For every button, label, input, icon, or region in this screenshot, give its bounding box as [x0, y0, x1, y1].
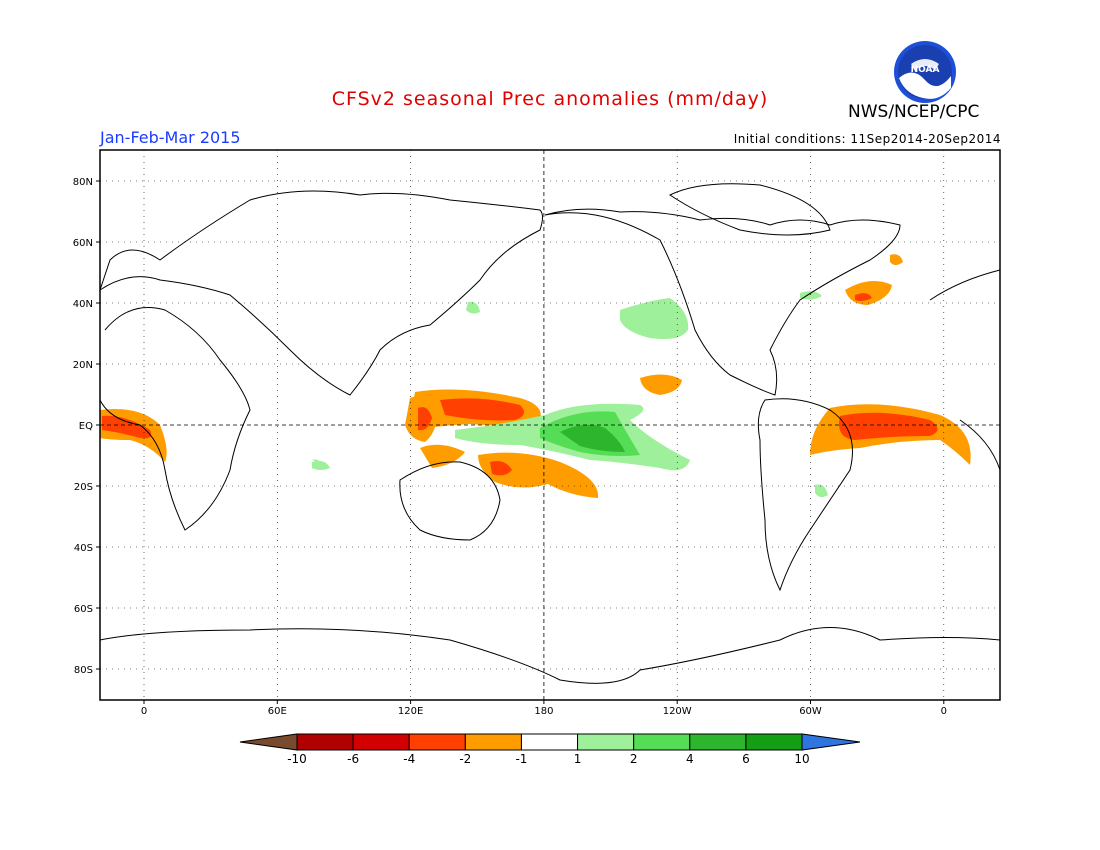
coastline-north-america: [544, 208, 901, 396]
colorbar-arrow-right: [801, 733, 861, 751]
latitude-labels: 80N 60N 40N 20N EQ 20S 40S 60S 80S: [73, 177, 100, 676]
lon-label: 0: [941, 706, 947, 717]
lon-label: 180: [534, 706, 553, 717]
lon-label: 120E: [398, 706, 423, 717]
coastline-africa: [99, 307, 251, 531]
anomaly-central-pacific-wet-strong: [560, 424, 625, 452]
anomaly-hawaii-dry: [640, 374, 682, 395]
anomaly-gulf-of-guinea-very-dry: [102, 415, 152, 439]
colorbar-label: 6: [742, 752, 750, 766]
map-grid: [100, 150, 1000, 700]
lon-label: 60W: [799, 706, 822, 717]
anomaly-nw-pacific-wet: [466, 301, 480, 314]
anomaly-wpac-very-dry: [440, 398, 524, 421]
colorbar: -10 -6 -4 -2 -1 1 2 4 6 10: [239, 733, 861, 766]
longitude-labels: 0 60E 120E 180 120W 60W 0: [141, 700, 947, 717]
colorbar-label: 2: [630, 752, 638, 766]
colorbar-label: 10: [794, 752, 809, 766]
colorbar-label: -4: [403, 752, 415, 766]
anomaly-coral-sea-dry: [478, 452, 599, 498]
coastline-australia: [399, 461, 501, 541]
lat-label: 60S: [74, 604, 93, 615]
anomaly-atlantic-very-dry: [839, 412, 938, 440]
anomaly-indonesia-dry: [420, 444, 465, 468]
coastline-eurasia: [99, 190, 543, 396]
colorbar-label: -10: [287, 752, 307, 766]
season-label: Jan-Feb-Mar 2015: [100, 128, 241, 147]
anomaly-north-atlantic-very-dry: [855, 293, 872, 302]
colorbar-label: -1: [515, 752, 527, 766]
anomaly-north-atlantic-dry: [845, 281, 892, 305]
colorbar-label: 1: [574, 752, 582, 766]
agency-label: NWS/NCEP/CPC: [848, 102, 980, 122]
noaa-logo: NOAA: [894, 41, 956, 103]
anomaly-fields: [100, 254, 971, 498]
colorbar-segment: [296, 733, 354, 751]
coastlines: [99, 183, 1001, 684]
coastline-africa-east: [959, 419, 1001, 471]
coastline-europe-east: [929, 269, 1001, 301]
anomaly-coral-sea-very-dry: [490, 461, 512, 476]
colorbar-segment: [520, 733, 579, 751]
anomaly-australia-wet: [312, 459, 322, 464]
colorbar-segment: [689, 733, 747, 751]
colorbar-segment: [352, 733, 410, 751]
lat-label: 40S: [74, 543, 93, 554]
chart-title: CFSv2 seasonal Prec anomalies (mm/day): [331, 88, 769, 110]
lat-label: 20S: [74, 482, 93, 493]
colorbar-segment: [408, 733, 466, 751]
coastline-antarctica: [99, 627, 1001, 684]
lon-label: 120W: [663, 706, 692, 717]
lat-label: 80N: [73, 177, 93, 188]
lat-label: 80S: [74, 665, 93, 676]
initial-conditions-label: Initial conditions: 11Sep2014-20Sep2014: [733, 132, 1001, 146]
colorbar-arrow-left: [239, 733, 298, 751]
colorbar-segment: [745, 733, 803, 751]
coastline-south-america: [757, 398, 853, 592]
colorbar-segment: [633, 733, 691, 751]
colorbar-label: -2: [459, 752, 471, 766]
colorbar-label: -6: [347, 752, 359, 766]
anomaly-brazil-wet: [815, 484, 828, 498]
lon-label: 0: [141, 706, 147, 717]
lon-label: 60E: [268, 706, 287, 717]
anomaly-us-east-wet: [800, 291, 822, 300]
colorbar-segment: [464, 733, 522, 751]
lat-label: 40N: [73, 299, 93, 310]
lat-label: 20N: [73, 360, 93, 371]
logo-text: NOAA: [911, 65, 940, 75]
lat-label: EQ: [79, 421, 93, 432]
anomaly-ne-pacific-wet: [620, 298, 689, 339]
colorbar-label: 4: [686, 752, 694, 766]
anomaly-iberia-dry: [890, 254, 903, 265]
coastline-greenland: [669, 183, 831, 236]
lat-label: 60N: [73, 238, 93, 249]
anomaly-philippines-very-dry: [418, 407, 432, 431]
anomaly-south-indian-wet: [312, 460, 330, 470]
colorbar-segment: [577, 733, 635, 751]
